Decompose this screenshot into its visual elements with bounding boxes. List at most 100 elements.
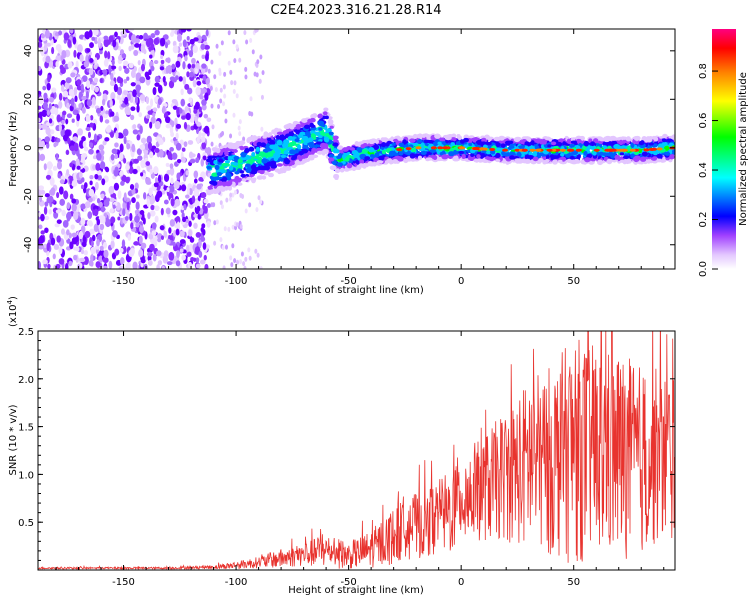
- spectrogram-noise-cell: [113, 115, 120, 122]
- spectrogram-noise-cell: [95, 162, 101, 171]
- spectrogram-signal-cell: [312, 113, 318, 118]
- spectrogram-signal-cell: [486, 141, 492, 146]
- spectrogram-noise-cell: [182, 39, 187, 48]
- spectrogram-signal-cell: [560, 152, 565, 157]
- spectrogram-noise-cell: [156, 264, 160, 269]
- spectrogram-noise-cell: [259, 266, 263, 269]
- spectrogram-noise-cell: [171, 78, 177, 83]
- spectrogram-signal-cell: [588, 138, 593, 143]
- spectrogram-signal-cell: [528, 155, 534, 160]
- spectrogram-noise-cell: [158, 149, 164, 158]
- spectrogram-signal-cell: [302, 154, 309, 159]
- spectrogram-signal-cell: [639, 156, 647, 162]
- spectrogram-noise-cell: [139, 125, 143, 134]
- snr-x-label: Height of straight line (km): [288, 585, 424, 596]
- spectrogram-noise-cell: [56, 137, 61, 143]
- spectrogram-signal-cell: [317, 113, 323, 119]
- spectrogram-noise-cell: [213, 220, 217, 226]
- spectrogram-noise-cell: [99, 115, 104, 123]
- spectrogram-noise-cell: [114, 166, 119, 175]
- spectrogram-noise-cell: [163, 230, 168, 238]
- spectrogram-noise-cell: [205, 29, 209, 37]
- spectrogram-noise-cell: [230, 262, 234, 268]
- spectrogram-noise-cell: [217, 104, 221, 110]
- spectrogram-noise-cell: [119, 257, 125, 266]
- spectrogram-noise-cell: [219, 87, 223, 93]
- spectrogram-noise-cell: [96, 152, 102, 161]
- spectrogram-noise-cell: [69, 105, 74, 112]
- spectrogram-noise-cell: [153, 60, 159, 65]
- spectrogram-noise-cell: [235, 222, 239, 228]
- spectrogram-signal-cell: [544, 136, 552, 141]
- spectrogram-signal-cell: [403, 158, 409, 164]
- spectrogram-signal-cell: [247, 136, 253, 141]
- spectrogram-noise-cell: [117, 216, 121, 221]
- spectrogram-signal-cell: [596, 159, 604, 166]
- spectrogram-noise-cell: [138, 249, 144, 258]
- spectrogram-noise-cell: [99, 78, 103, 84]
- spectrogram-signal-cell: [450, 142, 455, 146]
- spectrogram-peak-cell: [437, 146, 444, 150]
- spectrogram-noise-cell: [240, 251, 244, 257]
- spectrogram-x-tick-label: -100: [225, 276, 248, 287]
- spectrogram-signal-cell: [397, 156, 404, 162]
- spectrogram-noise-cell: [193, 108, 198, 114]
- spectrogram-noise-cell: [188, 50, 193, 58]
- spectrogram-noise-cell: [131, 197, 136, 204]
- spectrogram-noise-cell: [83, 250, 88, 256]
- spectrogram-noise-cell: [166, 261, 173, 266]
- spectrogram-noise-cell: [151, 230, 157, 236]
- spectrogram-signal-cell: [346, 162, 353, 169]
- spectrogram-noise-cell: [154, 82, 160, 87]
- spectrogram-noise-cell: [43, 163, 47, 171]
- spectrogram-signal-cell: [336, 162, 344, 167]
- spectrogram-noise-cell: [81, 107, 86, 114]
- spectrogram-noise-cell: [80, 203, 86, 210]
- spectrogram-signal-cell: [294, 161, 299, 166]
- spectrogram-signal-cell: [423, 139, 430, 144]
- spectrogram-noise-cell: [223, 226, 227, 232]
- spectrogram-signal-cell: [585, 157, 592, 162]
- spectrogram-signal-cell: [252, 177, 257, 181]
- spectrogram-signal-cell: [630, 142, 635, 148]
- spectrogram-noise-cell: [99, 149, 105, 156]
- spectrogram-noise-cell: [183, 121, 188, 130]
- spectrogram-noise-cell: [93, 133, 98, 142]
- spectrogram-noise-cell: [169, 147, 174, 152]
- spectrogram-noise-cell: [55, 209, 61, 214]
- spectrogram-noise-cell: [44, 29, 50, 39]
- spectrogram-signal-cell: [221, 176, 228, 182]
- spectrogram-signal-cell: [255, 166, 262, 171]
- spectrogram-signal-cell: [437, 141, 442, 146]
- spectrogram-noise-cell: [53, 244, 60, 250]
- spectrogram-noise-cell: [198, 250, 203, 258]
- spectrogram-noise-cell: [60, 67, 67, 74]
- spectrogram-noise-cell: [109, 111, 115, 117]
- spectrogram-noise-cell: [210, 103, 214, 109]
- spectrogram-signal-cell: [227, 144, 235, 149]
- spectrogram-signal-cell: [362, 143, 368, 147]
- spectrogram-noise-cell: [163, 199, 169, 205]
- spectrogram-noise-cell: [191, 195, 196, 204]
- spectrogram-signal-cell: [332, 148, 338, 154]
- spectrogram-signal-cell: [289, 125, 295, 130]
- spectrogram-noise-cell: [193, 178, 198, 184]
- spectrogram-signal-cell: [246, 176, 253, 181]
- spectrogram-noise-cell: [222, 84, 226, 90]
- spectrogram-signal-cell: [557, 159, 563, 164]
- spectrogram-noise-cell: [96, 218, 101, 226]
- spectrogram-signal-cell: [276, 139, 283, 146]
- spectrogram-signal-cell: [357, 148, 363, 153]
- spectrogram-noise-cell: [84, 31, 91, 40]
- spectrogram-signal-cell: [362, 140, 369, 144]
- spectrogram-noise-cell: [231, 192, 235, 198]
- spectrogram-noise-cell: [179, 108, 183, 114]
- spectrogram-noise-cell: [134, 96, 139, 104]
- spectrogram-noise-cell: [93, 208, 99, 217]
- spectrogram-noise-cell: [143, 192, 147, 200]
- spectrogram-signal-cell: [586, 153, 593, 158]
- spectrogram-signal-cell: [239, 146, 245, 151]
- spectrogram-noise-cell: [206, 146, 212, 156]
- spectrogram-noise-cell: [244, 74, 248, 80]
- spectrogram-noise-cell: [80, 83, 84, 91]
